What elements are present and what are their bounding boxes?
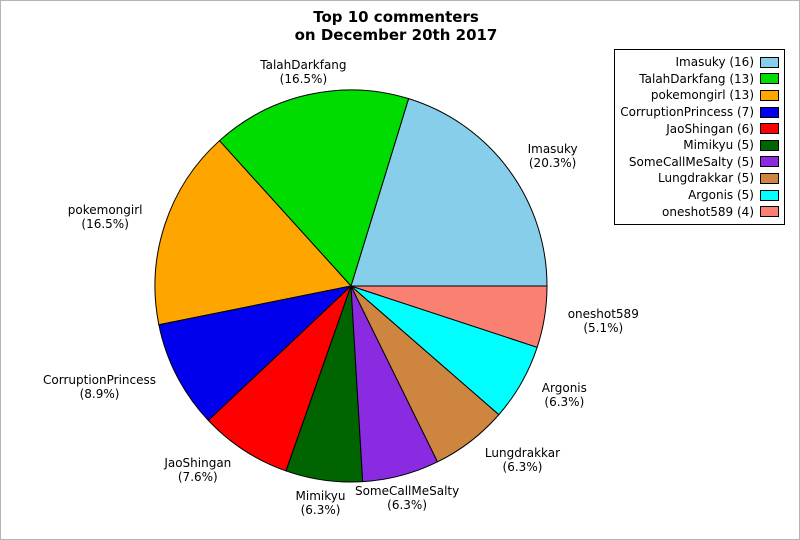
legend-item-jaoshingan: JaoShingan (6) (620, 120, 779, 137)
slice-label-name: Lungdrakkar (484, 445, 561, 460)
slice-label-percent: (5.1%) (583, 320, 624, 335)
legend-color-swatch (760, 56, 779, 68)
slice-label-percent: (6.3%) (502, 459, 543, 474)
legend-color-swatch (760, 206, 779, 218)
legend-item-label: CorruptionPrincess (7) (620, 105, 754, 120)
legend-item-imasuky: Imasuky (16) (620, 54, 779, 71)
pie-slice-oneshot589 (350, 285, 548, 348)
legend-item-label: Lungdrakkar (5) (658, 171, 754, 186)
legend-color-swatch (760, 106, 779, 118)
slice-label-name: TalahDarkfang (260, 57, 347, 72)
legend-item-label: pokemongirl (13) (650, 88, 754, 103)
slice-label-percent: (7.6%) (177, 470, 218, 484)
legend-color-swatch (760, 123, 779, 135)
legend-item-lungdrakkar: Lungdrakkar (5) (620, 170, 779, 187)
pie-label-argonis: Argonis (6.3%) (542, 381, 587, 409)
legend-item-mimikyu: Mimikyu (5) (620, 137, 779, 154)
legend-color-swatch (760, 73, 779, 85)
legend-item-somecallmesalty: SomeCallMeSalty (5) (620, 154, 779, 171)
pie-label-mimikyu: Mimikyu (6.3%) (296, 489, 346, 517)
slice-label-name: Argonis (541, 380, 587, 395)
chart-title: Top 10 commenters on December 20th 2017 (1, 8, 791, 44)
legend-item-talahdarkfang: TalahDarkfang (13) (620, 71, 779, 88)
legend-item-corruptionprincess: CorruptionPrincess (7) (620, 104, 779, 121)
pie-slice-talahdarkfang (218, 89, 410, 287)
legend-color-swatch (760, 189, 779, 201)
legend-item-label: Argonis (5) (688, 188, 754, 203)
slice-label-percent: (6.3%) (387, 498, 428, 513)
pie-label-somecallmesalty: SomeCallMeSalty (6.3%) (355, 484, 459, 512)
legend: Imasuky (16) TalahDarkfang (13) pokemongir… (614, 49, 785, 225)
legend-item-pokemongirl: pokemongirl (13) (620, 87, 779, 104)
legend-color-swatch (760, 172, 779, 184)
pie-label-talahdarkfang: TalahDarkfang (16.5%) (260, 58, 346, 86)
slice-label-name: JaoShingan (164, 456, 232, 470)
pie-label-pokemongirl: pokemongirl (16.5%) (68, 203, 143, 231)
slice-label-name: Mimikyu (295, 489, 346, 504)
legend-item-argonis: Argonis (5) (620, 187, 779, 204)
pie-label-imasuky: Imasuky (20.3%) (528, 142, 578, 170)
pie-label-jaoshingan: JaoShingan (7.6%) (164, 456, 231, 484)
legend-item-label: SomeCallMeSalty (5) (628, 154, 754, 169)
legend-rows: Imasuky (16) TalahDarkfang (13) pokemongir… (620, 54, 779, 220)
legend-item-label: Imasuky (16) (675, 55, 754, 70)
legend-color-swatch (760, 156, 779, 168)
chart-title-line2: on December 20th 2017 (294, 26, 498, 44)
pie-slice-pokemongirl (154, 140, 352, 326)
legend-color-swatch (760, 139, 779, 151)
slice-label-name: oneshot589 (567, 306, 639, 321)
slice-label-percent: (6.3%) (544, 394, 585, 409)
pie-slice-corruptionprincess (158, 285, 352, 421)
slice-label-percent: (16.5%) (81, 217, 129, 232)
pie-slice-imasuky (350, 98, 548, 287)
legend-item-label: TalahDarkfang (13) (639, 71, 754, 86)
slice-label-percent: (16.5%) (279, 71, 328, 86)
pie-label-lungdrakkar: Lungdrakkar (6.3%) (485, 446, 560, 474)
slice-label-name: pokemongirl (67, 203, 143, 218)
pie-label-oneshot589: oneshot589 (5.1%) (568, 307, 639, 335)
slice-label-name: SomeCallMeSalty (354, 484, 460, 499)
pie-label-corruptionprincess: CorruptionPrincess (8.9%) (43, 373, 156, 401)
legend-item-label: JaoShingan (6) (666, 121, 754, 136)
chart-title-line1: Top 10 commenters (313, 8, 479, 26)
slice-label-percent: (6.3%) (300, 503, 341, 518)
legend-item-label: Mimikyu (5) (683, 138, 754, 153)
slice-label-percent: (20.3%) (528, 155, 577, 170)
pie-slice-jaoshingan (207, 285, 352, 472)
legend-item-oneshot589: oneshot589 (4) (620, 203, 779, 220)
slice-label-name: Imasuky (527, 141, 578, 156)
slice-label-name: CorruptionPrincess (43, 372, 156, 387)
legend-item-label: oneshot589 (4) (662, 204, 754, 219)
slice-label-percent: (8.9%) (79, 386, 120, 401)
legend-color-swatch (760, 89, 779, 101)
